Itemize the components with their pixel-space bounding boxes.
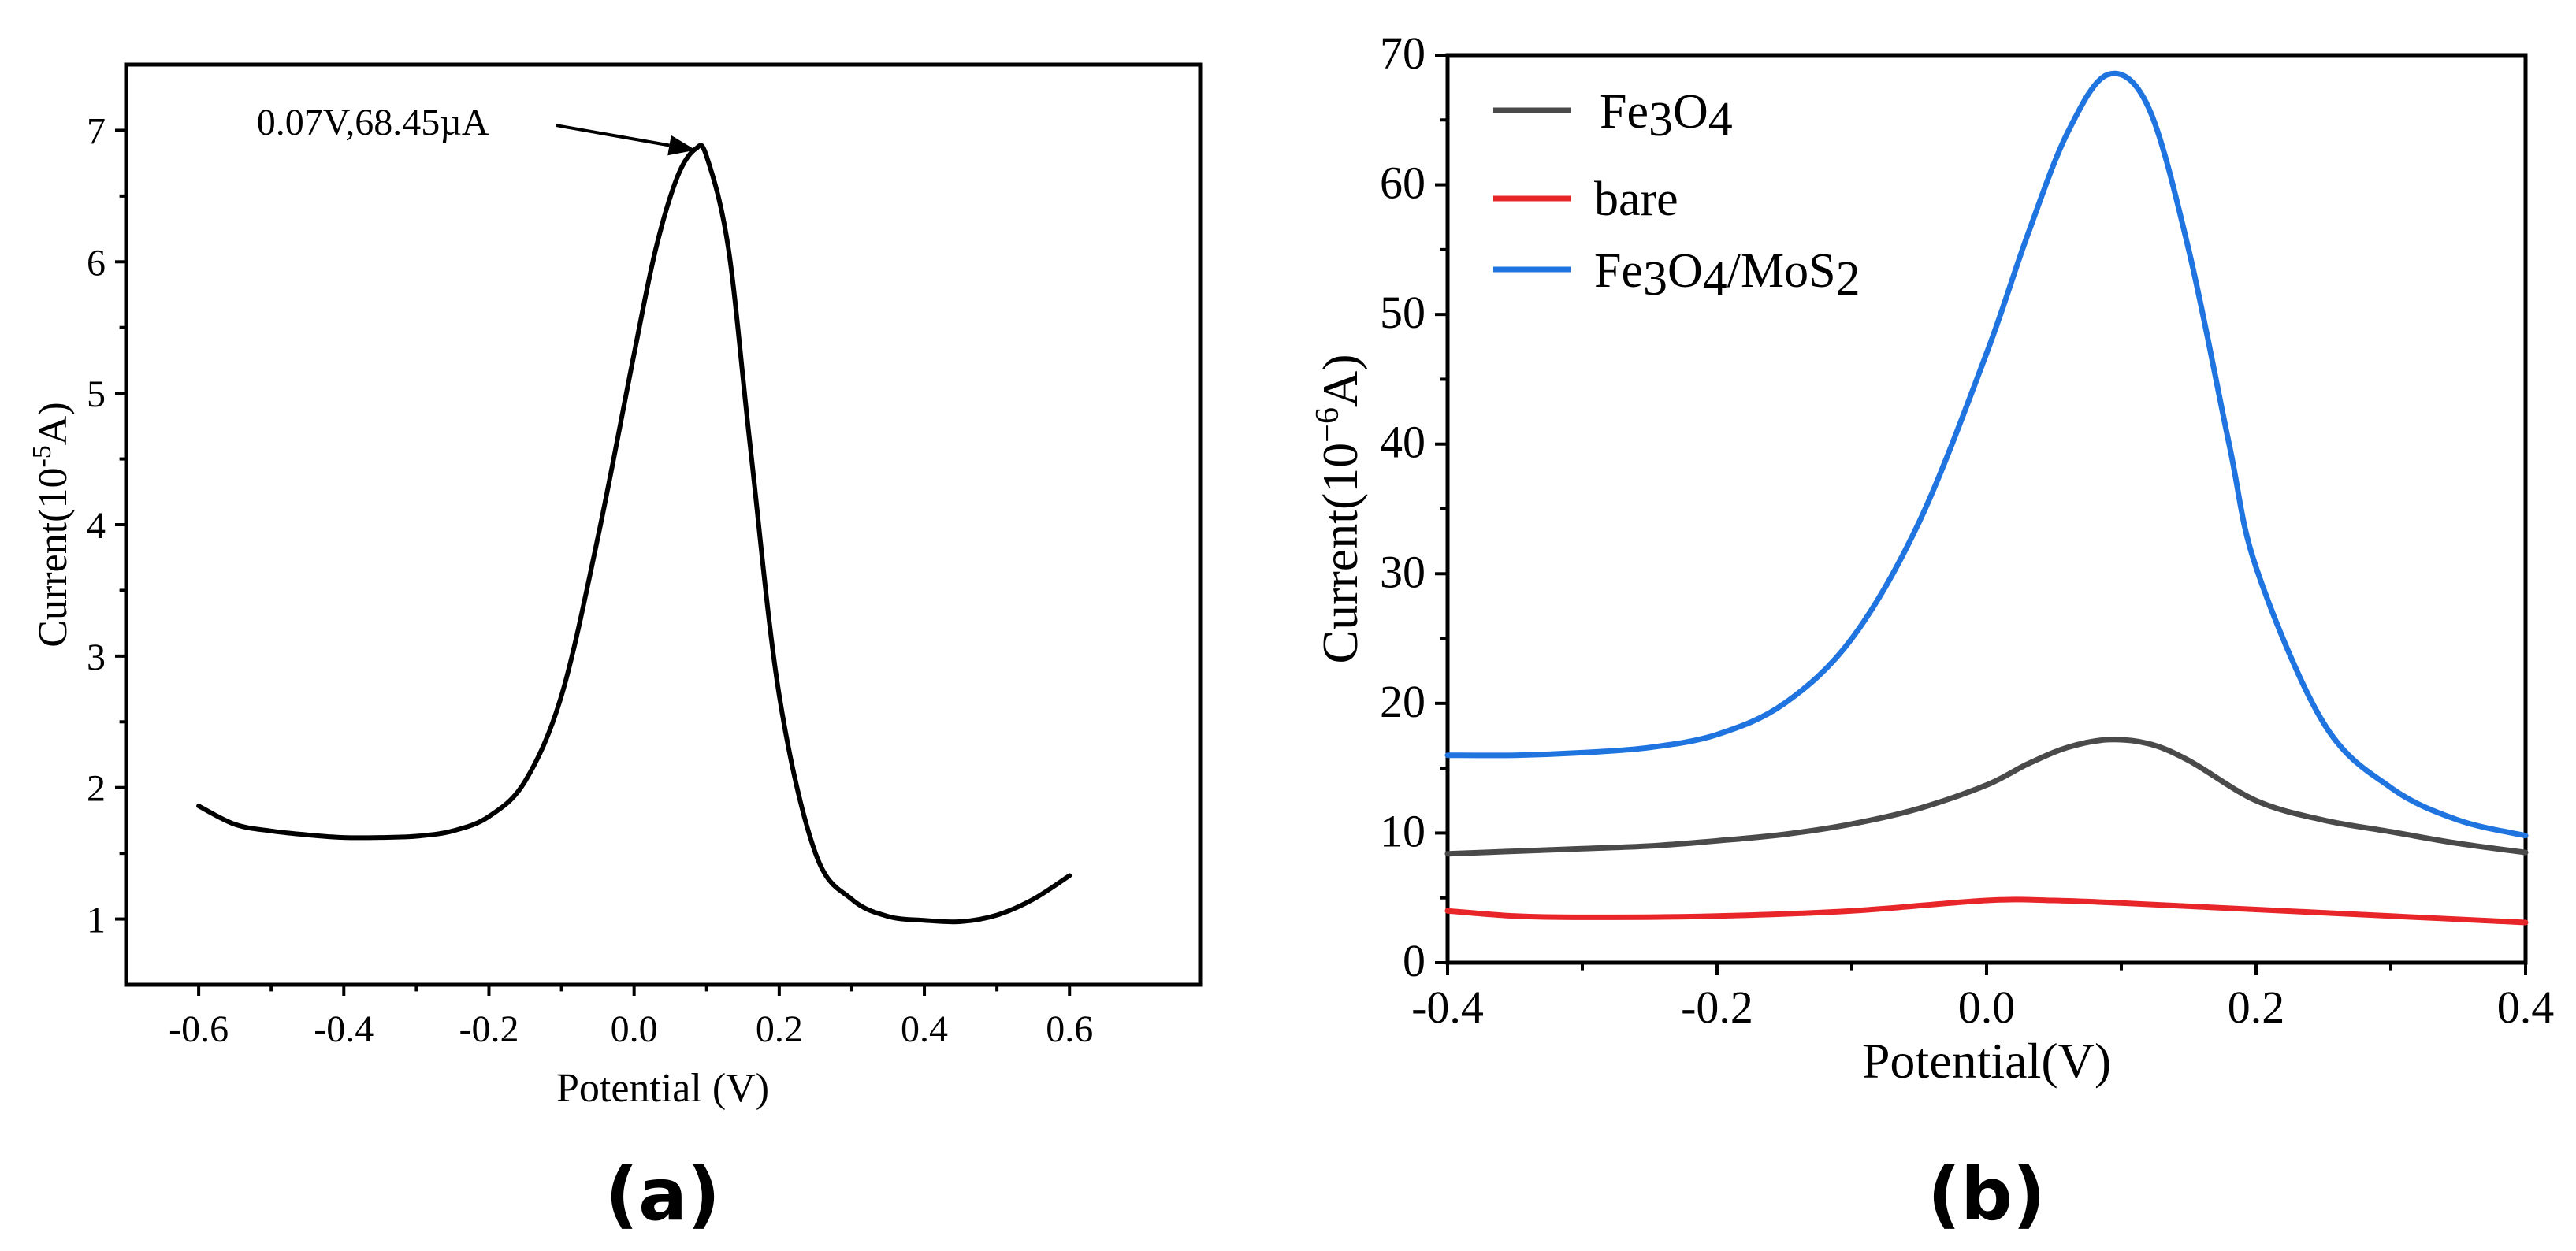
y-tick-label: 1 — [87, 900, 106, 941]
legend-fe3o4-part-3: 3 — [1649, 93, 1673, 147]
y-tick-label: 70 — [1380, 28, 1426, 79]
x-tick-label: 0.2 — [2228, 982, 2285, 1033]
y-tick-label: 3 — [87, 637, 106, 678]
panel-b-label: (b) — [1927, 1153, 2046, 1237]
y-tick-label: 60 — [1380, 158, 1426, 209]
annotation-peak-label: 0.07V,68.45µA — [257, 102, 489, 143]
panel-b-y-axis-title-unit: A) — [1312, 354, 1368, 407]
x-tick-label: -0.4 — [1411, 982, 1484, 1033]
x-tick-label: -0.4 — [314, 1008, 374, 1050]
panel-b-y-axis-title: Current(10−6A) — [1310, 354, 1368, 663]
x-tick-label: 0.4 — [2497, 982, 2555, 1033]
legend-fe3o4-part-o: O — [1673, 85, 1708, 139]
y-tick-label: 10 — [1380, 805, 1426, 856]
y-tick-label: 6 — [87, 242, 106, 284]
y-tick-label: 40 — [1380, 417, 1426, 468]
series-line-fe3o4 — [1444, 737, 2529, 857]
panel-a-label: (a) — [605, 1153, 720, 1237]
x-tick-label: 0.0 — [611, 1008, 658, 1050]
y-tick-label: 50 — [1380, 287, 1426, 338]
series-line-bare — [1444, 896, 2529, 926]
y-tick-label: 5 — [87, 373, 106, 415]
chart-panel-b: -0.4 -0.2 0.0 0.2 0.4 0 10 20 30 40 50 60 70 Fe3O4 … — [1310, 28, 2554, 1237]
y-tick-label: 20 — [1380, 676, 1426, 727]
x-tick-label: 0.2 — [756, 1008, 803, 1050]
panel-b-x-axis-title: Potential(V) — [1862, 1033, 2111, 1089]
legend-label-fe3o4: Fe3O4 — [1600, 85, 1733, 147]
annotation-arrow-head — [667, 135, 696, 156]
panel-b-y-axis-title-base: Current(10 — [1312, 443, 1368, 664]
panel-a-x-axis-title: Potential (V) — [556, 1066, 769, 1111]
y-tick-label: 7 — [87, 110, 106, 152]
legend-fe3o4mos2-part-4: 4 — [1703, 252, 1727, 306]
x-tick-label: 0.4 — [901, 1008, 948, 1050]
panel-b-y-ticks: 0 10 20 30 40 50 60 70 — [1380, 28, 1448, 986]
legend-fe3o4mos2-part-3: 3 — [1643, 252, 1667, 306]
y-tick-label: 2 — [87, 768, 106, 810]
legend-fe3o4mos2-part-o: O — [1667, 244, 1703, 298]
panel-a-x-ticks: -0.6 -0.4 -0.2 0.0 0.2 0.4 0.6 — [169, 985, 1093, 1050]
y-tick-label: 30 — [1380, 546, 1426, 597]
legend-fe3o4-part-fe: Fe — [1600, 85, 1649, 139]
x-tick-label: -0.6 — [169, 1008, 229, 1050]
y-tick-label: 0 — [1403, 935, 1426, 986]
legend-label-fe3o4-mos2: Fe3O4/MoS2 — [1594, 244, 1860, 306]
panel-b-series — [1444, 70, 2529, 926]
legend-fe3o4mos2-part-2: 2 — [1836, 252, 1860, 306]
x-tick-label: -0.2 — [459, 1008, 519, 1050]
legend-fe3o4mos2-part-mos: /MoS — [1727, 244, 1836, 298]
panel-b-y-axis-title-exponent: −6 — [1310, 407, 1346, 443]
legend-label-bare: bare — [1594, 173, 1678, 226]
y-tick-label: 4 — [87, 505, 106, 547]
legend-fe3o4-part-4: 4 — [1708, 93, 1733, 147]
panel-a-y-axis-title-base: Current(10 — [31, 468, 76, 648]
panel-b-x-ticks: -0.4 -0.2 0.0 0.2 0.4 — [1411, 963, 2554, 1033]
series-line-fe3o4-mos2 — [1444, 70, 2529, 839]
legend-fe3o4mos2-part-fe: Fe — [1594, 244, 1643, 298]
panel-b-legend: Fe3O4 bare Fe3O4/MoS2 — [1493, 85, 1860, 306]
annotation-arrow-line — [556, 124, 670, 147]
x-tick-label: -0.2 — [1681, 982, 1753, 1033]
panel-a-y-ticks: 1 2 3 4 5 6 7 — [87, 110, 126, 941]
panel-a-y-axis-title-exponent: -5 — [28, 445, 57, 467]
panel-a-y-axis-title: Current(10-5A) — [28, 402, 76, 647]
x-tick-label: 0.0 — [1958, 982, 2016, 1033]
panel-a-series — [196, 143, 1072, 925]
chart-panel-a: -0.6 -0.4 -0.2 0.0 0.2 0.4 0.6 1 2 3 4 5 6 7 0.07V,6… — [28, 62, 1203, 1237]
panel-a-annotation: 0.07V,68.45µA — [257, 102, 696, 156]
x-tick-label: 0.6 — [1046, 1008, 1093, 1050]
series-line-dpv — [196, 143, 1072, 925]
panel-a-y-axis-title-unit: A) — [31, 402, 76, 445]
